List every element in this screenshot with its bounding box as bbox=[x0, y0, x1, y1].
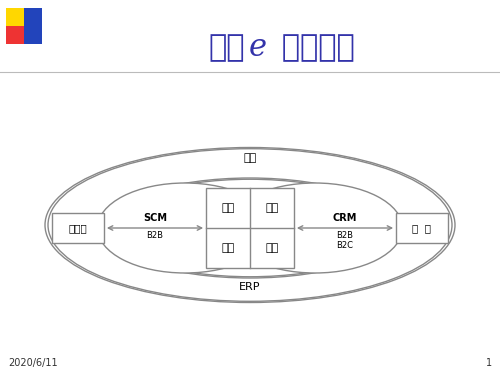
Bar bbox=[206, 188, 294, 268]
Ellipse shape bbox=[105, 178, 395, 278]
Bar bbox=[24, 8, 42, 26]
Ellipse shape bbox=[45, 147, 455, 303]
Text: B2B: B2B bbox=[146, 231, 164, 240]
Text: e: e bbox=[249, 33, 267, 63]
Text: 政府: 政府 bbox=[244, 153, 256, 164]
Text: B2C: B2C bbox=[336, 241, 353, 250]
Text: 企业: 企业 bbox=[208, 33, 245, 63]
Text: 生产: 生产 bbox=[266, 243, 278, 253]
Bar bbox=[24, 26, 42, 44]
Ellipse shape bbox=[228, 183, 402, 273]
Text: ERP: ERP bbox=[240, 282, 261, 292]
Text: CRM: CRM bbox=[333, 213, 357, 223]
Text: 1: 1 bbox=[486, 358, 492, 368]
Text: 研发: 研发 bbox=[222, 203, 234, 213]
Text: 供应商: 供应商 bbox=[68, 223, 87, 233]
Text: 营销: 营销 bbox=[266, 203, 278, 213]
Text: SCM: SCM bbox=[143, 213, 167, 223]
Ellipse shape bbox=[98, 183, 272, 273]
Bar bbox=[6, 26, 24, 44]
Text: 顾  客: 顾 客 bbox=[412, 223, 432, 233]
Bar bbox=[396, 213, 448, 243]
Text: B2B: B2B bbox=[336, 231, 353, 240]
Bar bbox=[6, 8, 24, 26]
Bar bbox=[52, 213, 104, 243]
Text: 化的蓝图: 化的蓝图 bbox=[272, 33, 355, 63]
Text: 2020/6/11: 2020/6/11 bbox=[8, 358, 58, 368]
Text: 采购: 采购 bbox=[222, 243, 234, 253]
